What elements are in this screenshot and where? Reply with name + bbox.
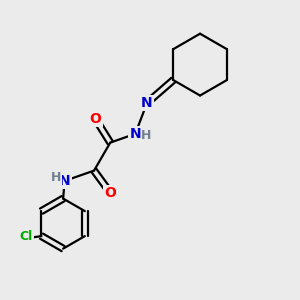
Text: O: O: [90, 112, 101, 126]
Text: H: H: [141, 129, 152, 142]
Text: H: H: [51, 171, 61, 184]
Text: N: N: [130, 127, 141, 141]
Text: N: N: [141, 96, 153, 110]
Text: N: N: [59, 174, 70, 188]
Text: O: O: [104, 186, 116, 200]
Text: Cl: Cl: [20, 230, 33, 243]
